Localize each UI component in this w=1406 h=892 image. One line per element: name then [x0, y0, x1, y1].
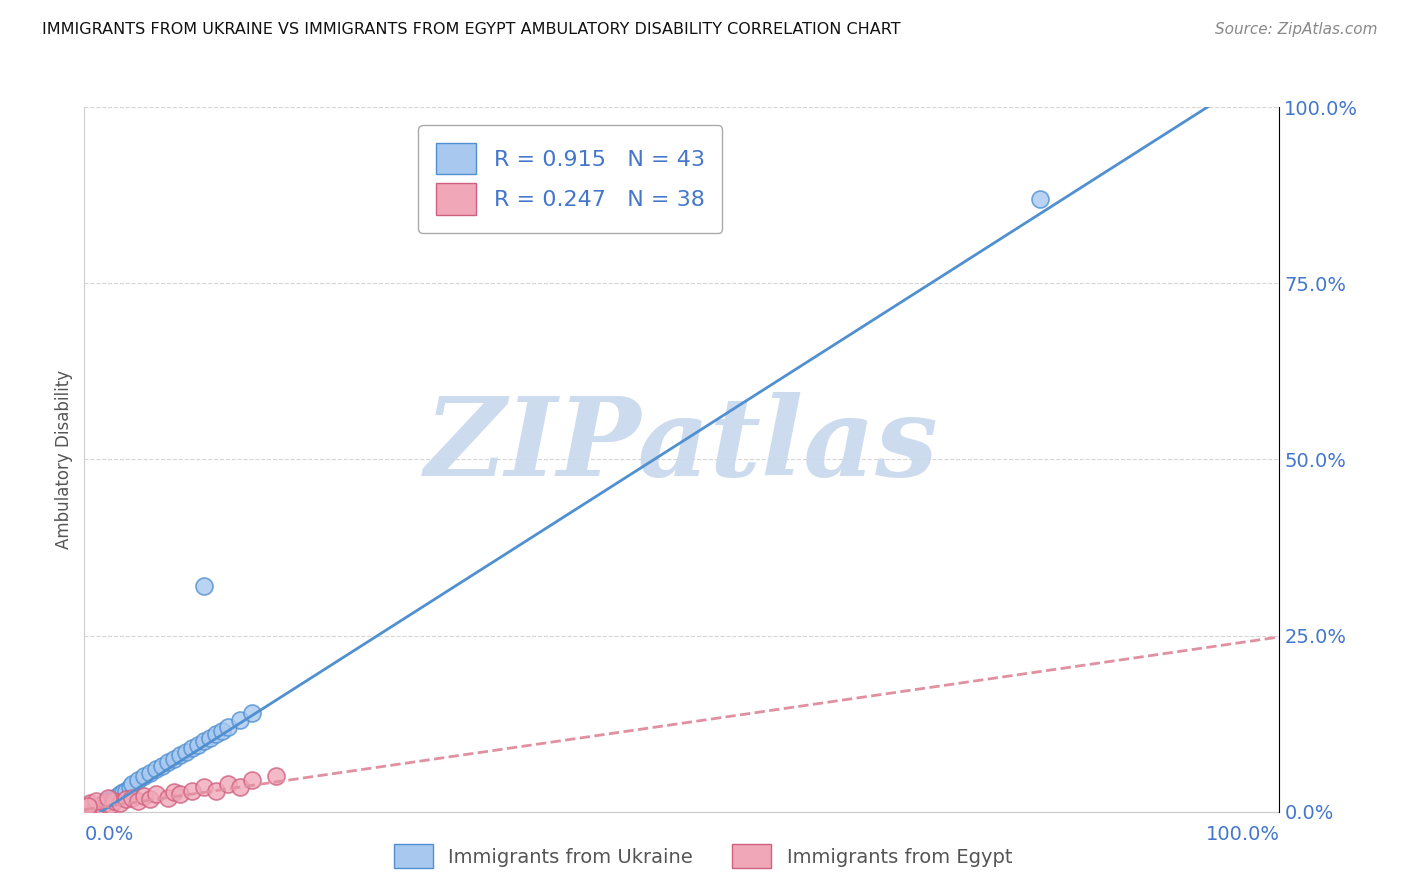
- Point: [181, 783, 204, 797]
- Point: [94, 795, 117, 809]
- Point: [93, 797, 115, 811]
- Point: [77, 803, 100, 817]
- Point: [82, 801, 104, 815]
- Point: [86, 794, 108, 808]
- Point: [87, 800, 110, 814]
- Point: [264, 769, 287, 784]
- Point: [86, 801, 108, 815]
- Point: [157, 790, 180, 805]
- Point: [77, 799, 100, 814]
- Point: [139, 766, 162, 780]
- Text: ZIPatlas: ZIPatlas: [425, 392, 939, 499]
- Point: [79, 803, 101, 817]
- Point: [157, 756, 180, 770]
- Point: [100, 792, 122, 806]
- Point: [79, 797, 101, 811]
- Point: [118, 780, 141, 794]
- Point: [121, 790, 143, 805]
- Point: [86, 799, 108, 814]
- Point: [77, 801, 100, 815]
- Point: [145, 787, 167, 801]
- Point: [127, 772, 149, 787]
- Text: Source: ZipAtlas.com: Source: ZipAtlas.com: [1215, 22, 1378, 37]
- Point: [103, 794, 125, 808]
- Point: [80, 800, 103, 814]
- Point: [121, 776, 143, 790]
- Point: [86, 799, 108, 814]
- Text: 100.0%: 100.0%: [1205, 825, 1279, 844]
- Point: [97, 797, 120, 812]
- Point: [76, 803, 98, 817]
- Point: [83, 801, 105, 815]
- Point: [110, 787, 132, 801]
- Point: [127, 794, 149, 808]
- Text: IMMIGRANTS FROM UKRAINE VS IMMIGRANTS FROM EGYPT AMBULATORY DISABILITY CORRELATI: IMMIGRANTS FROM UKRAINE VS IMMIGRANTS FR…: [42, 22, 901, 37]
- Point: [169, 748, 191, 763]
- Point: [169, 787, 191, 801]
- Point: [217, 720, 239, 734]
- Point: [174, 745, 197, 759]
- Point: [77, 803, 100, 817]
- Point: [87, 799, 110, 814]
- Point: [89, 798, 111, 813]
- Point: [84, 799, 107, 814]
- Point: [91, 799, 114, 814]
- Point: [132, 789, 156, 804]
- Point: [107, 789, 129, 803]
- Point: [240, 706, 263, 720]
- Point: [90, 797, 112, 812]
- Point: [82, 803, 104, 817]
- Point: [163, 785, 186, 799]
- Point: [91, 797, 114, 812]
- Point: [240, 772, 263, 787]
- Point: [115, 783, 138, 797]
- Point: [205, 783, 228, 797]
- Point: [97, 793, 120, 807]
- Point: [115, 792, 138, 806]
- Point: [100, 798, 122, 813]
- Point: [193, 579, 215, 593]
- Legend: Immigrants from Ukraine, Immigrants from Egypt: Immigrants from Ukraine, Immigrants from…: [384, 835, 1022, 878]
- Point: [93, 797, 115, 811]
- Point: [84, 802, 107, 816]
- Point: [83, 800, 105, 814]
- Point: [193, 780, 215, 794]
- Y-axis label: Ambulatory Disability: Ambulatory Disability: [55, 370, 73, 549]
- Point: [111, 785, 134, 799]
- Legend: R = 0.915   N = 43, R = 0.247   N = 38: R = 0.915 N = 43, R = 0.247 N = 38: [418, 125, 723, 233]
- Point: [103, 790, 125, 805]
- Point: [145, 763, 167, 777]
- Point: [132, 769, 156, 784]
- Point: [217, 776, 239, 790]
- Point: [211, 723, 233, 738]
- Point: [139, 792, 162, 806]
- Point: [163, 752, 186, 766]
- Point: [86, 802, 108, 816]
- Point: [1029, 192, 1052, 206]
- Point: [187, 738, 209, 752]
- Point: [110, 797, 132, 811]
- Point: [77, 803, 100, 817]
- Point: [181, 741, 204, 756]
- Point: [79, 802, 101, 816]
- Point: [205, 727, 228, 741]
- Point: [150, 759, 173, 773]
- Point: [229, 780, 252, 794]
- Point: [229, 713, 252, 727]
- Point: [193, 734, 215, 748]
- Point: [97, 790, 120, 805]
- Point: [198, 731, 221, 745]
- Text: 0.0%: 0.0%: [84, 825, 134, 844]
- Point: [80, 802, 103, 816]
